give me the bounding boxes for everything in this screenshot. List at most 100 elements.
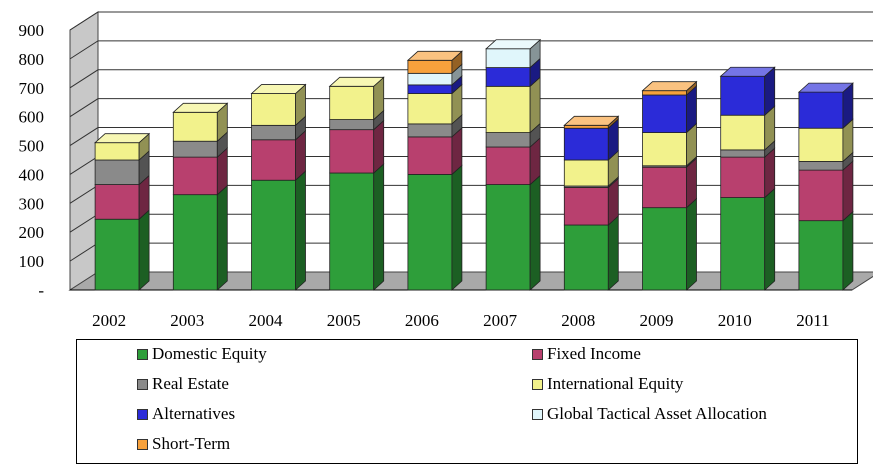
bar-2003 [173,103,227,290]
bar-segment [486,68,530,87]
bar-segment [799,221,843,290]
bar-segment [408,73,452,85]
legend-label: Global Tactical Asset Allocation [547,404,767,424]
legend-item: Alternatives [137,404,235,424]
legend-swatch [137,349,148,360]
bar-segment-side [608,216,618,290]
bar-segment [721,198,765,290]
bar-segment [173,195,217,290]
bar-top [408,51,462,60]
bar-segment-side [843,212,853,290]
bar-segment [252,125,296,139]
bar-segment [799,170,843,221]
bar-2004 [252,85,306,290]
bar-segment [564,125,608,128]
bar-top [486,40,540,49]
bar-segment-side [530,176,540,290]
bar-segment [330,173,374,290]
bar-segment [564,187,608,225]
bar-segment [564,160,608,186]
bar-segment [173,112,217,141]
bar-segment-side [374,164,384,290]
bar-segment [408,94,452,124]
bar-top [252,85,306,94]
x-tick-label: 2006 [405,311,439,330]
legend-label: Real Estate [152,374,229,394]
stacked-bar-chart: -100200300400500600700800900 2002 2003 200… [0,0,873,340]
bar-segment [486,86,530,132]
bar-segment [486,133,530,147]
bar-2005 [330,77,384,290]
bar-top [564,116,618,125]
bar-segment-side [687,199,697,290]
legend-item: Domestic Equity [137,344,267,364]
bar-segment [643,95,687,133]
bar-segment [252,140,296,180]
bar-segment [721,115,765,150]
legend-label: Alternatives [152,404,235,424]
x-axis-ticks: 2002 2003 2004 2005 2006 2007 2008 2009 2010 2011 [92,311,829,330]
x-tick-label: 2007 [483,311,518,330]
legend: Domestic Equity Fixed Income Real Estate In… [76,339,858,464]
bar-segment [330,120,374,130]
bar-segment [643,208,687,290]
bar-segment [173,157,217,195]
bar-segment [252,94,296,126]
legend-item: International Equity [532,374,683,394]
bar-segment [721,150,765,157]
bar-segment [173,141,217,157]
bar-segment [486,49,530,68]
bar-segment-side [843,161,853,221]
bar-segment [95,219,139,290]
x-tick-label: 2010 [718,311,752,330]
bar-segment-side [296,171,306,290]
bar-top [643,82,697,91]
legend-label: Fixed Income [547,344,641,364]
x-tick-label: 2002 [92,311,126,330]
bar-segment-side [217,186,227,290]
bar-2007 [486,40,540,290]
side-wall [70,12,98,290]
bar-segment [408,85,452,94]
bar-segment [564,225,608,290]
bar-segment [330,86,374,119]
bar-segment [95,185,139,220]
y-tick-label: 400 [19,165,45,184]
bar-segment [799,128,843,161]
bar-segment [252,180,296,290]
bar-segment [799,161,843,170]
x-tick-label: 2004 [249,311,284,330]
bar-segment-side [139,210,149,290]
bar-segment [721,157,765,197]
bar-segment-side [530,77,540,132]
bar-2002 [95,134,149,290]
bar-segment [486,147,530,185]
legend-swatch [532,409,543,420]
bar-top [173,103,227,112]
y-axis-ticks: - 100 200 300 400 500 600 700 800 900 [19,21,45,300]
bar-2008 [564,116,618,290]
bar-top [721,67,775,76]
bar-segment [408,124,452,137]
x-tick-label: 2005 [327,311,361,330]
bar-segment [408,137,452,175]
bar-segment [95,143,139,160]
y-tick-label: 300 [19,194,45,213]
legend-swatch [137,439,148,450]
bar-segment [721,76,765,115]
bar-segment [643,133,687,166]
y-tick-label: 900 [19,21,45,40]
legend-swatch [532,349,543,360]
x-tick-label: 2009 [640,311,674,330]
bar-segment-side [452,165,462,290]
legend-item: Short-Term [137,434,230,454]
bar-2009 [643,82,697,290]
bar-segment [486,185,530,290]
bar-top [330,77,384,86]
bar-2010 [721,67,775,290]
bar-segment [799,92,843,128]
y-tick-label: 700 [19,79,45,98]
legend-swatch [137,379,148,390]
bar-segment [643,167,687,207]
bar-segment [330,130,374,173]
